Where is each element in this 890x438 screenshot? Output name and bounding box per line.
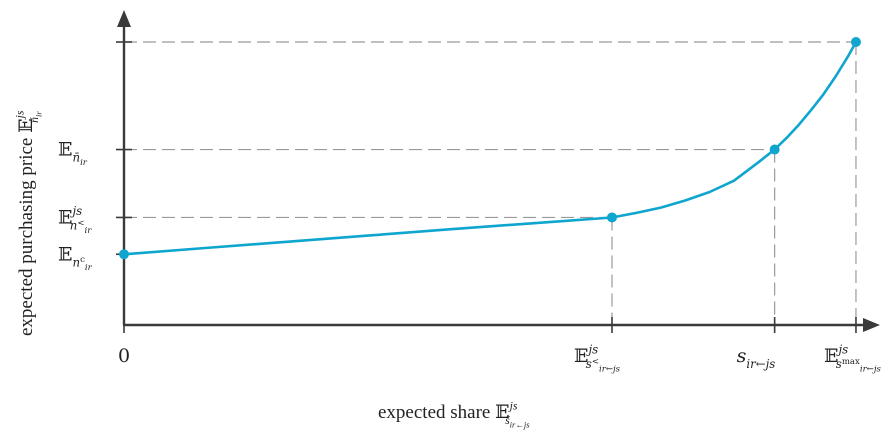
axis-ticks	[116, 41, 857, 333]
x-axis-title-superscript: js	[508, 399, 518, 412]
y-tick-label-subscript-superscript: <	[77, 218, 84, 228]
x-axis-title-text: expected share	[378, 402, 495, 423]
x-tick-label-subscript: s	[586, 357, 592, 371]
x-tick-label-subscript-superscript: <	[592, 357, 599, 367]
x-tick-label-subscript-superscript: max	[842, 357, 860, 367]
y-axis-title-subscript: ň	[28, 117, 41, 123]
x-tick-label-subscript-index: ir←js	[599, 365, 621, 375]
x-axis-title: expected share 𝔼js šir←js	[378, 399, 530, 429]
x-tick-label-symbol: 𝔼	[574, 345, 588, 367]
axis-titles: expected share 𝔼js šir←js expected purchas…	[13, 110, 530, 429]
y-tick-label-symbol: 𝔼	[58, 139, 72, 161]
x-axis-arrowhead	[863, 318, 880, 332]
x-tick-label: 𝔼js s<ir←js	[574, 342, 621, 374]
y-tick-label-subscript: n	[72, 255, 80, 269]
data-point	[119, 249, 129, 260]
y-tick-label-superscript: js	[69, 204, 82, 218]
y-axis-title-subscript-index: ir	[34, 111, 44, 117]
series-line	[123, 41, 858, 256]
y-axis-title: expected purchasing price 𝔼jsňir	[13, 110, 43, 336]
x-tick-label: 𝔼js smaxir←js	[824, 342, 882, 374]
x-tick-label: sir←js	[737, 345, 776, 371]
y-tick-label: 𝔼js n<ir	[58, 204, 92, 236]
x-tick-label-subscript: s	[836, 357, 842, 371]
y-tick-label-subscript: n	[70, 219, 78, 233]
x-tick-label-superscript: js	[585, 342, 598, 356]
x-tick-label-symbol: 𝔼	[824, 345, 838, 367]
x-axis-title-symbol: 𝔼	[495, 402, 509, 423]
data-point	[850, 37, 861, 47]
x-axis-title-subscript-index: ir←js	[510, 420, 531, 430]
x-tick-label: 0	[118, 345, 130, 367]
y-tick-label-subscript-index: ir	[80, 158, 88, 168]
series-layer	[119, 37, 861, 260]
x-tick-label-subscript-index: ir←js	[860, 365, 882, 375]
y-axis-arrowhead	[117, 10, 131, 27]
x-axis-title-subscript: š	[505, 414, 510, 427]
y-axis-title-superscript: js	[13, 110, 26, 120]
y-tick-label: 𝔼ncir	[58, 243, 93, 273]
y-tick-label-subscript-superscript: c	[80, 255, 85, 265]
axes	[117, 10, 880, 332]
y-axis-title-text: expected purchasing price	[16, 133, 37, 336]
y-tick-label-symbol: 𝔼	[58, 243, 72, 265]
y-tick-label: 𝔼n̄ir	[58, 139, 88, 169]
y-tick-label-subscript: n̄	[72, 151, 80, 165]
y-axis-title-symbol: 𝔼	[16, 118, 37, 132]
data-point	[606, 212, 617, 223]
x-tick-label-subscript: ir←js	[746, 357, 775, 371]
x-tick-label-symbol: s	[737, 345, 747, 367]
y-tick-label-symbol: 𝔼	[58, 206, 72, 228]
data-point	[769, 144, 780, 155]
y-tick-label-subscript-index: ir	[85, 226, 93, 236]
y-tick-label-subscript-index: ir	[85, 263, 93, 273]
guide-lines	[124, 41, 857, 325]
x-tick-label-superscript: js	[835, 342, 848, 356]
